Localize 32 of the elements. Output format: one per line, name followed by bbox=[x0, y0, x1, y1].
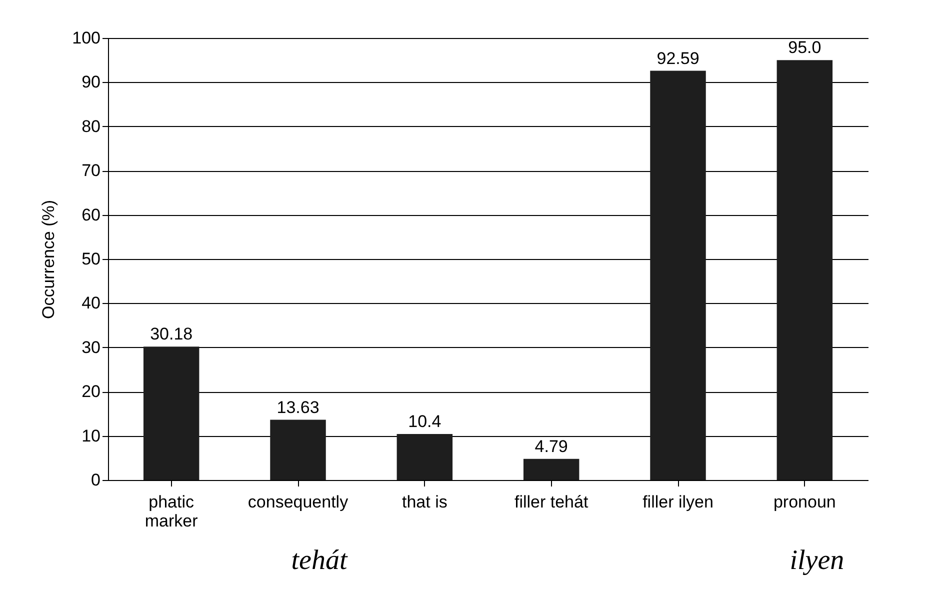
x-tick-label: pronoun bbox=[773, 492, 836, 512]
data-label: 10.4 bbox=[408, 412, 442, 432]
data-label: 4.79 bbox=[534, 436, 568, 456]
text: tehát bbox=[291, 545, 348, 577]
y-tick-label: 90 bbox=[82, 72, 100, 92]
y-tick-label: 70 bbox=[82, 161, 100, 180]
y-axis-title: Occurrence (%) bbox=[39, 200, 58, 320]
bar bbox=[143, 346, 200, 480]
data-label: 30.18 bbox=[150, 324, 193, 344]
data-label: 92.59 bbox=[656, 48, 700, 68]
y-tick-label: 60 bbox=[82, 205, 100, 224]
bar bbox=[523, 458, 580, 480]
y-tick-label: 20 bbox=[82, 382, 100, 402]
y-tick-label: 40 bbox=[82, 294, 100, 313]
y-tick-label: 0 bbox=[91, 470, 100, 490]
y-tick-label: 10 bbox=[82, 426, 100, 446]
y-tick-label: 50 bbox=[82, 250, 100, 268]
data-label: 13.63 bbox=[276, 398, 320, 417]
bar bbox=[396, 434, 453, 480]
y-tick-label: 80 bbox=[82, 116, 100, 136]
y-tick-label: 100 bbox=[72, 28, 100, 48]
x-tick-label: that is bbox=[402, 492, 448, 512]
x-tick-label: consequently bbox=[248, 492, 349, 512]
x-tick-label: filler ilyen bbox=[642, 492, 714, 512]
x-tick-label: filler tehát bbox=[514, 492, 588, 512]
bar bbox=[270, 420, 326, 480]
bar bbox=[650, 70, 706, 480]
data-label: 95.0 bbox=[788, 38, 822, 58]
bar bbox=[776, 60, 833, 480]
y-tick-label: 30 bbox=[82, 338, 100, 357]
x-tick-label: phatic marker bbox=[144, 492, 198, 530]
text: ilyen bbox=[790, 545, 844, 577]
